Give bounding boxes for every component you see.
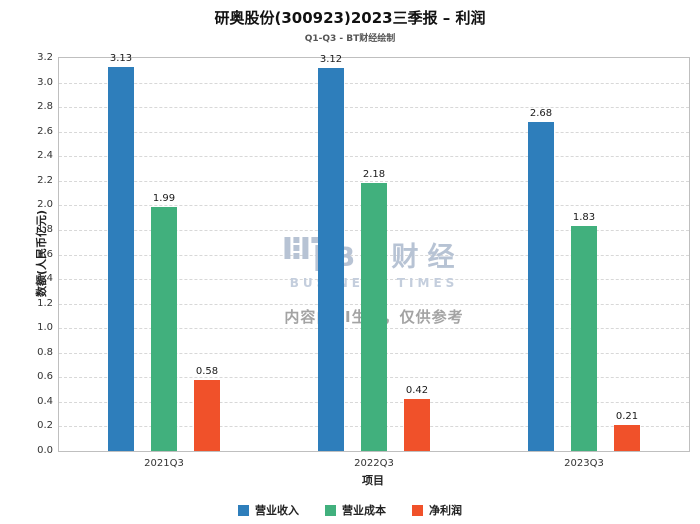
y-tick-label: 1.0 (37, 322, 53, 334)
legend-swatch (238, 504, 249, 516)
y-tick-label: 2.2 (37, 174, 53, 186)
x-axis-label: 项目 (362, 474, 384, 487)
chart-subtitle: Q1-Q3 - BT财经绘制 (304, 34, 396, 44)
y-tick-label: 0.0 (37, 445, 53, 456)
y-tick-label: 0.2 (37, 420, 53, 432)
y-tick-label: 0.8 (37, 346, 53, 358)
legend: 营业收入 营业成本 净利润 (0, 502, 700, 518)
legend-item: 净利润 (412, 502, 462, 518)
grid-line (59, 82, 689, 84)
bar-value-label: 0.58 (195, 365, 219, 377)
y-tick-label: 0.6 (37, 371, 53, 383)
legend-label: 营业成本 (342, 504, 386, 517)
y-tick-label: 2.4 (37, 150, 53, 162)
bar-value-label: 2.18 (362, 169, 386, 181)
bar (194, 379, 220, 451)
y-tick-label: 3.2 (37, 52, 53, 63)
bar (151, 206, 177, 451)
x-tick-label: 2022Q3 (354, 458, 394, 469)
bar (528, 121, 554, 451)
bar-value-label: 2.68 (529, 107, 553, 119)
legend-item: 营业成本 (325, 502, 386, 518)
x-tick-label: 2021Q3 (144, 458, 184, 469)
bar-value-label: 0.21 (615, 411, 639, 423)
y-tick-label: 0.4 (37, 395, 53, 407)
y-tick-label: 3.0 (37, 76, 53, 88)
legend-swatch (325, 504, 336, 516)
bar (361, 183, 387, 451)
bar (318, 67, 344, 451)
legend-label: 净利润 (429, 504, 462, 517)
bar-value-label: 1.99 (152, 192, 176, 204)
grid-line (59, 107, 689, 109)
y-tick-label: 1.2 (37, 297, 53, 309)
y-tick-label: 2.8 (37, 101, 53, 113)
bar-value-label: 0.42 (405, 385, 429, 397)
x-tick-label: 2023Q3 (564, 458, 604, 469)
y-tick-label: 2.0 (37, 199, 53, 211)
bar-value-label: 3.12 (319, 53, 343, 65)
grid-line (59, 156, 689, 158)
legend-swatch (412, 504, 423, 516)
bar-value-label: 1.83 (572, 212, 596, 224)
bar (108, 66, 134, 451)
y-tick-label: 1.4 (37, 273, 53, 285)
grid-line (59, 131, 689, 133)
y-tick-label: 1.6 (37, 248, 53, 260)
grid-line (59, 180, 689, 182)
legend-item: 营业收入 (238, 502, 299, 518)
bar-value-label: 3.13 (109, 52, 133, 64)
bar (614, 425, 640, 451)
legend-label: 营业收入 (255, 504, 299, 517)
bar (571, 226, 597, 451)
y-tick-label: 2.6 (37, 125, 53, 137)
y-tick-label: 1.8 (37, 223, 53, 235)
chart-title: 研奥股份(300923)2023三季报 – 利润 (214, 9, 486, 27)
plot-area: 数额(人民币亿元) BT财经 BUSINESS TIMES (35, 52, 690, 469)
bar (404, 399, 430, 451)
